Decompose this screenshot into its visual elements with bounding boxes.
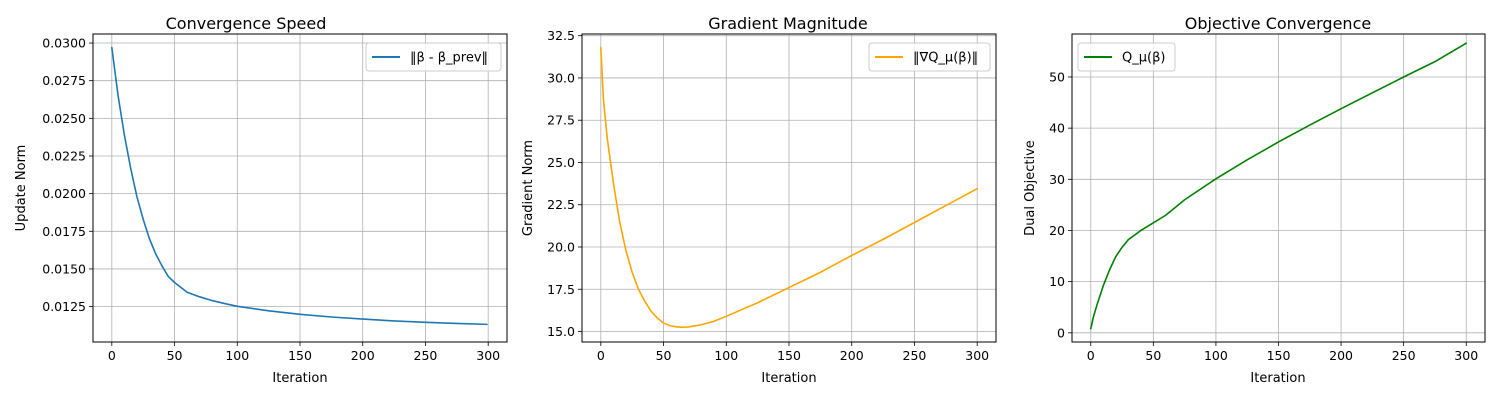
y-tick-label: 10 — [1049, 274, 1065, 289]
panel-3-xlabel: Iteration — [1250, 371, 1305, 386]
panel-1-ylabel: Update Norm — [14, 145, 29, 232]
y-tick-label: 50 — [1049, 69, 1065, 84]
x-tick-label: 250 — [414, 348, 438, 363]
panel-gradient-magnitude: Gradient Magnitude 0 50 100 150 200 250 300 15… — [521, 14, 997, 386]
y-tick-label: 15.0 — [547, 324, 575, 339]
panel-2-series — [600, 46, 978, 329]
x-tick-label: 150 — [777, 348, 801, 363]
panel-1-series — [111, 46, 488, 326]
series-line — [600, 46, 978, 329]
x-tick-label: 300 — [476, 348, 500, 363]
x-tick-label: 200 — [840, 348, 864, 363]
panel-1-xlabel: Iteration — [272, 371, 327, 386]
panel-objective-convergence: Objective Convergence 0 50 100 150 200 250 300… — [1023, 14, 1486, 386]
x-tick-label: 0 — [597, 348, 605, 363]
y-tick-label: 17.5 — [547, 282, 575, 297]
panel-convergence-speed: Convergence Speed 0 50 100 150 200 250 300 0.0… — [14, 14, 508, 386]
panel-3-x-ticks: 0 50 100 150 200 250 300 — [1087, 342, 1478, 363]
y-tick-label: 20 — [1049, 223, 1065, 238]
y-tick-label: 0.0275 — [42, 73, 86, 88]
x-tick-label: 0 — [108, 348, 116, 363]
y-tick-label: 27.5 — [547, 113, 575, 128]
x-tick-label: 100 — [714, 348, 738, 363]
panel-2-legend: ‖∇Q_μ(β)‖ — [868, 42, 991, 72]
x-tick-label: 50 — [656, 348, 672, 363]
x-tick-label: 100 — [1204, 348, 1228, 363]
y-tick-label: 25.0 — [547, 155, 575, 170]
panel-1-legend: ‖β - β_prev‖ — [365, 42, 502, 72]
y-tick-label: 0.0125 — [42, 299, 86, 314]
y-tick-label: 0.0250 — [42, 111, 86, 126]
panel-3-series — [1089, 42, 1468, 330]
x-tick-label: 50 — [167, 348, 183, 363]
x-tick-label: 300 — [1454, 348, 1478, 363]
x-tick-label: 100 — [225, 348, 249, 363]
y-tick-label: 0.0300 — [42, 36, 86, 51]
panel-3-y-ticks: 0 10 20 30 40 50 — [1049, 69, 1072, 340]
y-tick-label: 0 — [1057, 325, 1065, 340]
panel-3-legend-label: Q_μ(β) — [1122, 51, 1165, 66]
x-tick-label: 0 — [1087, 348, 1095, 363]
panel-3-grid — [1072, 34, 1485, 342]
y-tick-label: 20.0 — [547, 239, 575, 254]
panel-1-legend-box — [365, 42, 502, 72]
panel-3-legend-box — [1077, 42, 1176, 72]
panel-2-x-ticks: 0 50 100 150 200 250 300 — [597, 342, 989, 363]
panel-2-xlabel: Iteration — [761, 371, 816, 386]
x-tick-label: 150 — [1267, 348, 1291, 363]
x-tick-label: 200 — [351, 348, 375, 363]
panel-3-title: Objective Convergence — [1185, 14, 1371, 33]
panel-1-x-ticks: 0 50 100 150 200 250 300 — [108, 342, 500, 363]
y-tick-label: 0.0225 — [42, 148, 86, 163]
y-tick-label: 30 — [1049, 172, 1065, 187]
y-tick-label: 22.5 — [547, 197, 575, 212]
panel-3-ylabel: Dual Objective — [1023, 140, 1038, 236]
panel-1-legend-label: ‖β - β_prev‖ — [410, 51, 488, 66]
panel-1-title: Convergence Speed — [166, 14, 327, 33]
panel-1-y-ticks: 0.0125 0.0150 0.0175 0.0200 0.0225 0.0250 0.02… — [42, 36, 93, 314]
y-tick-label: 0.0150 — [42, 261, 86, 276]
series-line — [1089, 42, 1468, 330]
x-tick-label: 50 — [1145, 348, 1161, 363]
panel-2-y-ticks: 15.0 17.5 20.0 22.5 25.0 27.5 30.0 32.5 — [547, 28, 582, 339]
panel-2-legend-label: ‖∇Q_μ(β)‖ — [913, 51, 978, 66]
x-tick-label: 250 — [903, 348, 927, 363]
y-tick-label: 30.0 — [547, 70, 575, 85]
panel-2-title: Gradient Magnitude — [708, 14, 868, 33]
y-tick-label: 40 — [1049, 121, 1065, 136]
panel-2-ylabel: Gradient Norm — [521, 140, 536, 236]
panel-2-grid — [582, 34, 996, 342]
y-tick-label: 32.5 — [547, 28, 575, 43]
panel-3-legend: Q_μ(β) — [1077, 42, 1176, 72]
x-tick-label: 200 — [1329, 348, 1353, 363]
x-tick-label: 150 — [288, 348, 312, 363]
y-tick-label: 0.0200 — [42, 186, 86, 201]
x-tick-label: 300 — [965, 348, 989, 363]
y-tick-label: 0.0175 — [42, 224, 86, 239]
panel-2-legend-box — [868, 42, 991, 72]
x-tick-label: 250 — [1392, 348, 1416, 363]
series-line — [111, 46, 488, 326]
